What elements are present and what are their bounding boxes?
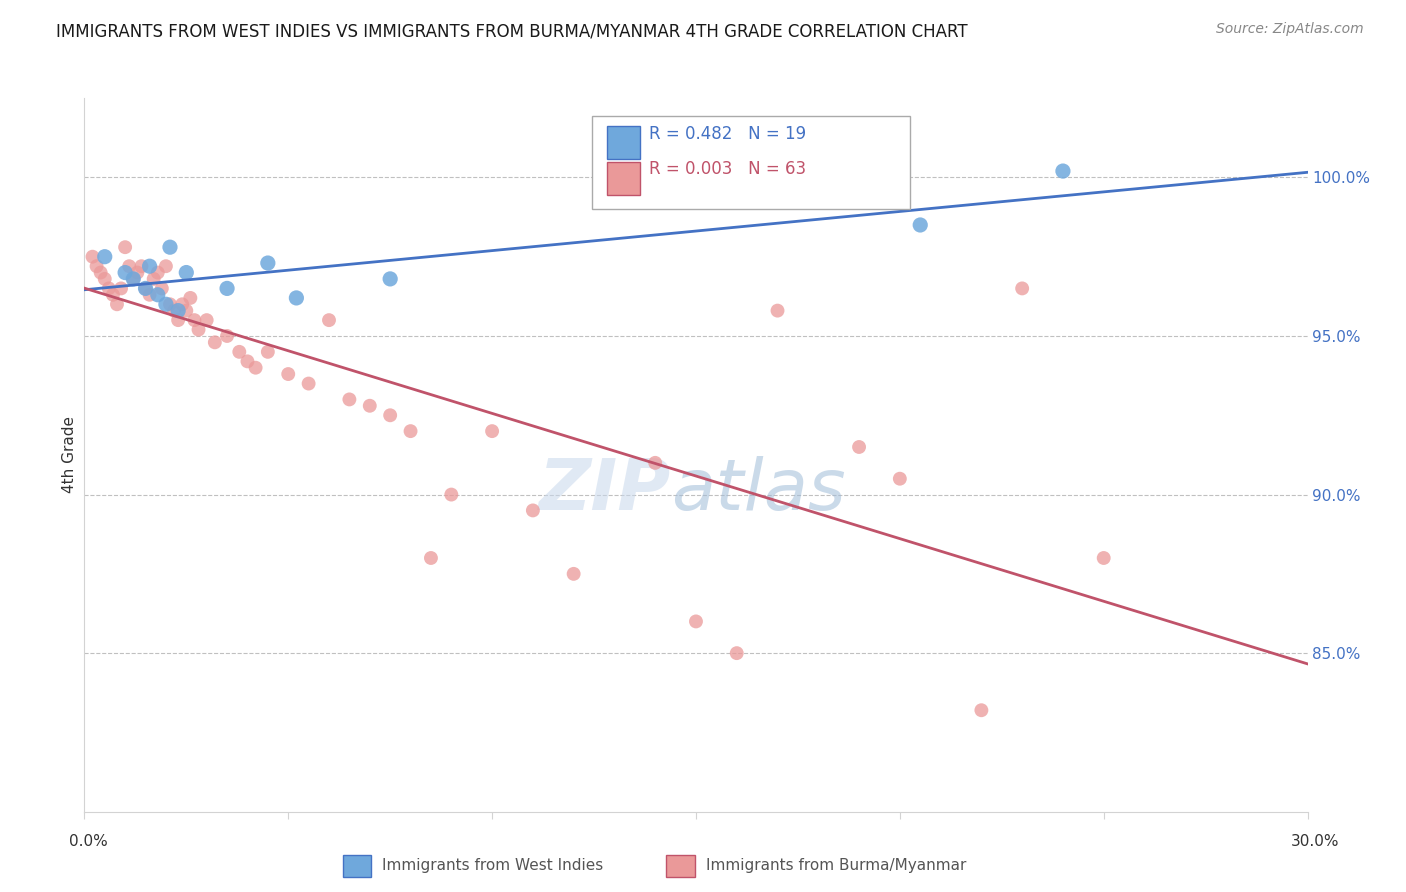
FancyBboxPatch shape (606, 161, 640, 195)
Text: R = 0.003   N = 63: R = 0.003 N = 63 (650, 161, 807, 178)
Point (685, 615, 707, 629)
Point (228, 344, 250, 359)
Point (204, 335, 226, 350)
Point (910, 218, 932, 232)
Point (146, 287, 169, 301)
Point (82, 250, 104, 264)
Point (339, 392, 361, 407)
Point (135, 281, 157, 295)
Point (93, 272, 117, 286)
Point (114, 240, 136, 254)
Point (146, 266, 169, 280)
Text: ZIP: ZIP (540, 456, 672, 525)
Point (138, 287, 160, 301)
Point (97, 281, 120, 295)
Point (359, 399, 381, 413)
Point (155, 259, 177, 273)
Point (318, 313, 340, 327)
Point (159, 297, 181, 311)
Point (101, 287, 124, 301)
Point (245, 360, 267, 375)
Point (257, 344, 280, 359)
Point (183, 313, 205, 327)
Point (257, 256, 280, 270)
Point (522, 503, 544, 517)
Point (93, 250, 117, 264)
Point (1011, 281, 1033, 295)
Point (122, 272, 145, 286)
Point (848, 440, 870, 454)
Point (399, 424, 422, 438)
Text: 0.0%: 0.0% (69, 834, 108, 849)
Text: Source: ZipAtlas.com: Source: ZipAtlas.com (1216, 22, 1364, 37)
Point (481, 424, 503, 438)
Point (150, 281, 173, 295)
Point (285, 291, 308, 305)
Point (167, 313, 190, 327)
Point (110, 281, 132, 295)
Point (114, 266, 136, 280)
Point (217, 281, 239, 295)
Point (562, 566, 585, 581)
Point (105, 297, 128, 311)
Point (766, 303, 789, 318)
Point (195, 313, 218, 327)
Point (217, 329, 239, 343)
Point (380, 272, 402, 286)
Point (159, 240, 181, 254)
Point (174, 303, 197, 318)
Point (725, 646, 748, 660)
Point (122, 272, 145, 286)
Point (277, 367, 299, 381)
Point (644, 456, 666, 470)
Point (970, 703, 993, 717)
Text: R = 0.482   N = 19: R = 0.482 N = 19 (650, 125, 807, 143)
Point (127, 266, 149, 280)
Point (298, 376, 321, 391)
Point (889, 472, 911, 486)
Point (167, 303, 190, 318)
Point (90, 266, 112, 280)
Point (440, 487, 463, 501)
Y-axis label: 4th Grade: 4th Grade (62, 417, 77, 493)
FancyBboxPatch shape (592, 116, 910, 209)
Point (138, 259, 160, 273)
Point (1052, 164, 1074, 178)
Point (155, 297, 177, 311)
Text: IMMIGRANTS FROM WEST INDIES VS IMMIGRANTS FROM BURMA/MYANMAR 4TH GRADE CORRELATI: IMMIGRANTS FROM WEST INDIES VS IMMIGRANT… (56, 22, 967, 40)
Text: Immigrants from Burma/Myanmar: Immigrants from Burma/Myanmar (706, 858, 966, 872)
Point (135, 281, 157, 295)
Point (118, 259, 141, 273)
Point (172, 297, 194, 311)
Point (380, 409, 402, 423)
Point (142, 272, 165, 286)
Point (163, 303, 186, 318)
FancyBboxPatch shape (606, 126, 640, 160)
Text: atlas: atlas (672, 456, 846, 525)
Point (187, 323, 209, 337)
Point (420, 551, 443, 566)
Point (131, 259, 153, 273)
Point (179, 291, 201, 305)
Text: Immigrants from West Indies: Immigrants from West Indies (382, 858, 603, 872)
Point (236, 354, 259, 368)
Text: 30.0%: 30.0% (1291, 834, 1339, 849)
Point (1092, 551, 1115, 566)
Point (86, 259, 108, 273)
Point (174, 266, 197, 280)
